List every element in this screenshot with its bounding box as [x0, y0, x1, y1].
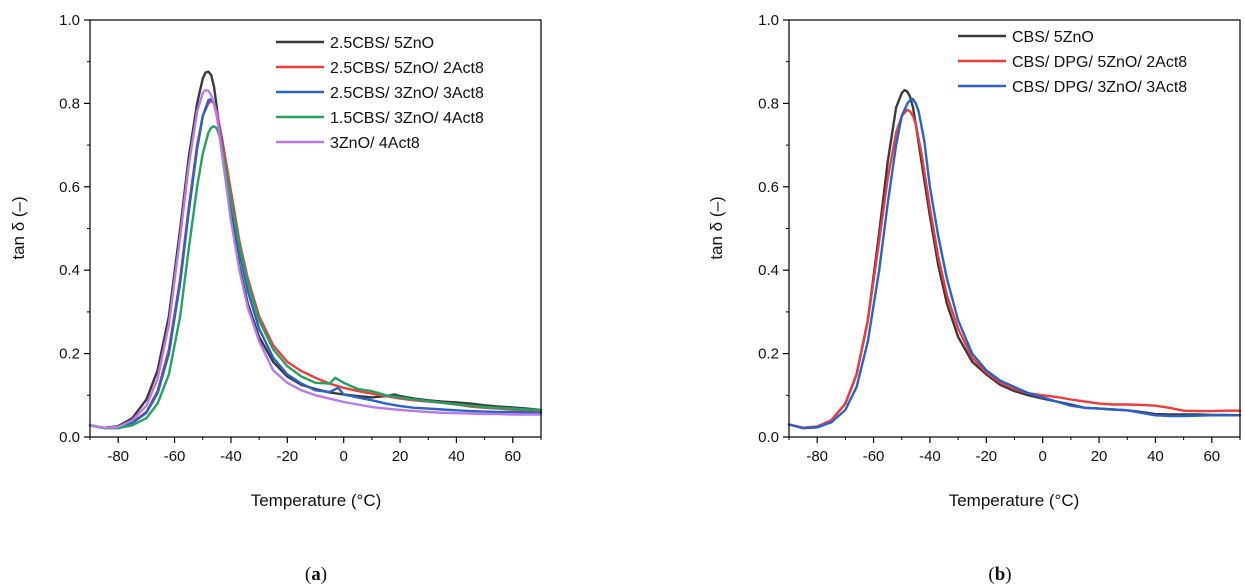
panel-b-x-tick-label: 0	[1039, 448, 1047, 465]
panel-b-y-tick-label: 0.2	[758, 346, 779, 363]
panel-a-ylabel: tan δ (–)	[9, 196, 28, 259]
panel-a-ticks: -80 -60 -40 -20 0 20 40 60 0.0 0.2 0.4 0.6 0.8 1.0	[59, 12, 542, 465]
panel-b-legend: CBS/ 5ZnO CBS/ DPG/ 5ZnO/ 2Act8 CBS/ DPG/ …	[958, 29, 1187, 96]
panel-a-caption-letter: a	[311, 564, 321, 585]
panel-a-x-tick-label: -40	[220, 448, 242, 465]
panel-b-ticks: -80 -60 -40 -20 0 20 40 60 0.0 0.2 0.4 0.6 0.8 1.0	[758, 12, 1241, 465]
panel-b-y-tick-label: 0.4	[758, 262, 779, 279]
panel-a-y-tick-label: 1.0	[59, 12, 80, 29]
panel-a-legend-label-2: 2.5CBS/ 3ZnO/ 3Act8	[330, 85, 484, 102]
panel-b-lines	[787, 88, 1242, 430]
panel-b-xlabel: Temperature (°C)	[949, 491, 1080, 510]
panel-b-y-tick-label: 0.8	[758, 95, 779, 112]
panel-a-x-tick-label: -80	[107, 448, 129, 465]
panel-a-y-tick-label: 0.2	[59, 346, 80, 363]
panel-b-x-tick-label: -80	[806, 448, 828, 465]
panel-a-x-tick-label: -20	[276, 448, 298, 465]
panel-a-x-tick-label: 60	[504, 448, 521, 465]
panel-a-series-line-4	[88, 88, 543, 429]
panel-b-y-tick-label: 0.6	[758, 179, 779, 196]
panel-a-series-line-2	[88, 98, 543, 430]
panel-a-legend-label-4: 3ZnO/ 4Act8	[330, 135, 420, 152]
panel-b-legend-label-0: CBS/ 5ZnO	[1012, 29, 1094, 46]
panel-b-y-tick-label: 1.0	[758, 12, 779, 29]
panel-b-ylabel: tan δ (–)	[707, 196, 726, 259]
panel-a-x-tick-label: -60	[164, 448, 186, 465]
panel-b-x-tick-label: 40	[1147, 448, 1164, 465]
panel-b-legend-label-1: CBS/ DPG/ 5ZnO/ 2Act8	[1012, 54, 1187, 71]
panel-a-legend: 2.5CBS/ 5ZnO 2.5CBS/ 5ZnO/ 2Act8 2.5CBS/ 3…	[276, 35, 484, 152]
panel-a-series-line-3	[88, 125, 543, 430]
panel-b-x-tick-label: -60	[863, 448, 885, 465]
panel-a-legend-label-0: 2.5CBS/ 5ZnO	[330, 35, 434, 52]
panel-a-legend-label-1: 2.5CBS/ 5ZnO/ 2Act8	[330, 60, 484, 77]
panel-b-series-line-1	[787, 108, 1242, 429]
panel-b-x-tick-label: 60	[1203, 448, 1220, 465]
panel-a-y-tick-label: 0.6	[59, 179, 80, 196]
panel-a-caption: (a)	[305, 564, 327, 585]
panel-b-x-tick-label: 20	[1091, 448, 1108, 465]
panel-a-x-tick-label: 20	[392, 448, 409, 465]
panel-a-xlabel: Temperature (°C)	[251, 491, 382, 510]
panel-b-legend-label-2: CBS/ DPG/ 3ZnO/ 3Act8	[1012, 79, 1187, 96]
panel-a-y-tick-label: 0.4	[59, 262, 80, 279]
panel-a: -80 -60 -40 -20 0 20 40 60 0.0 0.2 0.4 0.6 0.8 1.0 2.…	[9, 12, 543, 585]
panel-a-y-tick-label: 0.0	[59, 429, 80, 446]
panel-a-lines	[88, 70, 543, 430]
panel-b: -80 -60 -40 -20 0 20 40 60 0.0 0.2 0.4 0.6 0.8 1.0 CB…	[707, 12, 1242, 585]
panel-a-x-tick-label: 0	[340, 448, 348, 465]
panel-b-x-tick-label: -20	[975, 448, 997, 465]
panel-b-caption: (b)	[988, 564, 1011, 585]
panel-b-series-line-2	[787, 98, 1242, 430]
panel-b-x-tick-label: -40	[919, 448, 941, 465]
panel-b-y-tick-label: 0.0	[758, 429, 779, 446]
panel-a-y-tick-label: 0.8	[59, 95, 80, 112]
panel-a-x-tick-label: 40	[448, 448, 465, 465]
panel-a-legend-label-3: 1.5CBS/ 3ZnO/ 4Act8	[330, 110, 484, 127]
panel-b-caption-letter: b	[995, 564, 1006, 585]
